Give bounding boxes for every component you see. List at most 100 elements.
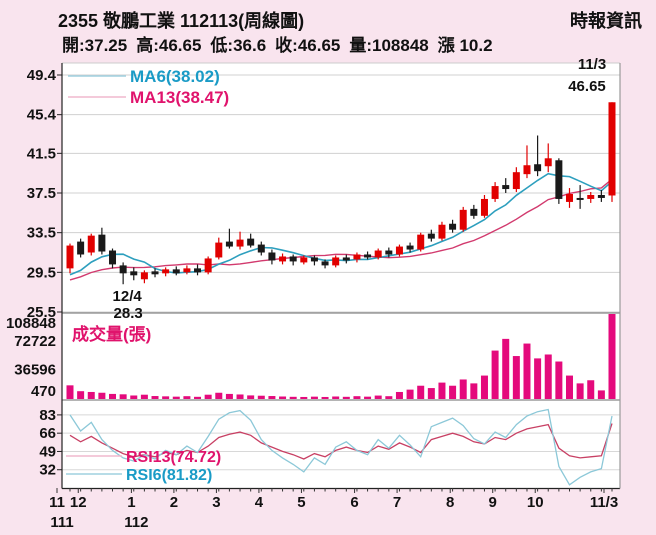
month-label: 7	[393, 494, 401, 511]
volume-bar	[268, 396, 276, 399]
month-label: 5	[297, 494, 305, 511]
volume-bar	[215, 392, 223, 399]
candle-body	[257, 244, 265, 253]
annotation-low-value: 28.3	[114, 305, 143, 322]
volume-bar	[523, 343, 531, 399]
page-title: 2355 敬鵬工業 112113(周線圖)	[58, 11, 305, 31]
candle-body	[194, 268, 202, 273]
month-label: 11/3	[590, 494, 618, 511]
rsi13-legend: RSI13(74.72)	[126, 449, 221, 466]
candle-body	[300, 257, 308, 263]
price-axis-label: 25.5	[27, 304, 56, 321]
volume-bar	[119, 394, 127, 399]
rsi-axis-label: 32	[39, 462, 56, 479]
quote-part: 漲 10.2	[437, 36, 493, 55]
volume-bar	[151, 396, 159, 399]
quote-line: 開:37.25 高:46.65 低:36.6 收:46.65 量:108848 漲 10.…	[62, 31, 502, 56]
volume-bar	[300, 396, 308, 399]
year-label: 111	[50, 514, 73, 531]
volume-bar	[162, 396, 170, 399]
volume-bar	[225, 393, 233, 399]
price-axis-label: 49.4	[27, 67, 57, 84]
volume-bar	[364, 396, 372, 399]
candle-body	[406, 245, 414, 250]
volume-bar	[438, 382, 446, 399]
ma6-legend: MA6(38.02)	[130, 67, 220, 86]
candle-body	[449, 223, 457, 230]
candle-body	[374, 250, 382, 258]
candle-body	[87, 235, 95, 253]
volume-bar	[66, 385, 74, 399]
volume-bar	[470, 383, 478, 399]
candle-body	[395, 246, 403, 255]
volume-bar	[587, 380, 595, 399]
candle-body	[77, 241, 85, 255]
volume-bar	[555, 361, 563, 399]
volume-axis-label: 108848	[6, 315, 56, 332]
volume-bar	[480, 375, 488, 399]
quote-part: 開:37.25	[62, 36, 128, 55]
candle-body	[608, 102, 616, 196]
volume-bar	[247, 395, 255, 399]
volume-bar	[289, 396, 297, 399]
price-axis-label: 37.5	[27, 185, 56, 202]
month-label: 3	[212, 494, 220, 511]
volume-bar	[204, 394, 212, 399]
month-label: 4	[255, 494, 264, 511]
volume-bar	[257, 395, 265, 399]
volume-bar	[449, 385, 457, 399]
volume-bar	[194, 396, 202, 399]
month-label: 11	[49, 494, 65, 511]
candle-body	[491, 186, 499, 199]
volume-bar	[172, 396, 180, 399]
rsi-axis-label: 49	[39, 443, 56, 460]
ma6-line	[69, 172, 613, 276]
month-label: 6	[350, 494, 358, 511]
volume-bar	[140, 394, 148, 399]
volume-bar	[342, 396, 350, 399]
volume-bar	[385, 396, 393, 399]
volume-bar	[87, 391, 95, 399]
month-label: 1	[127, 494, 135, 511]
volume-axis-label: 36596	[14, 361, 56, 378]
candle-body	[119, 265, 127, 274]
volume-bar	[597, 390, 605, 399]
candle-body	[236, 239, 244, 247]
volume-bar	[332, 396, 340, 399]
candle-body	[587, 194, 595, 199]
price-axis-label: 29.5	[27, 264, 56, 281]
volume-bar	[109, 393, 117, 399]
candle-body	[183, 268, 191, 273]
candle-body	[523, 165, 531, 175]
candle-body	[98, 234, 106, 252]
candle-body	[534, 164, 542, 172]
annotation-high-value: 46.65	[568, 78, 606, 95]
volume-bar	[544, 354, 552, 399]
candle-body	[576, 197, 584, 200]
price-axis-label: 45.4	[27, 107, 57, 124]
month-label: 2	[170, 494, 178, 511]
year-label: 112	[124, 514, 148, 531]
volume-bar	[512, 356, 520, 399]
volume-bar	[279, 396, 287, 399]
quote-part: 量:108848	[349, 36, 429, 55]
candle-body	[109, 250, 117, 265]
candle-body	[247, 238, 255, 246]
quote-part: 收:46.65	[275, 36, 341, 55]
quote-part: 低:36.6	[210, 36, 267, 55]
candle-body	[268, 252, 276, 261]
volume-bar	[502, 338, 510, 399]
volume-axis-label: 470	[31, 383, 56, 400]
volume-bar	[608, 314, 616, 399]
candle-body	[332, 257, 340, 266]
volume-bar	[374, 395, 382, 399]
candle-body	[597, 194, 605, 198]
candle-body	[225, 241, 233, 247]
volume-bar	[98, 392, 106, 399]
rsi-axis-label: 83	[39, 407, 56, 424]
candle-body	[204, 258, 212, 273]
volume-bar	[130, 395, 138, 399]
volume-bar	[491, 350, 499, 399]
month-label: 10	[527, 494, 544, 511]
candle-body	[353, 254, 361, 260]
